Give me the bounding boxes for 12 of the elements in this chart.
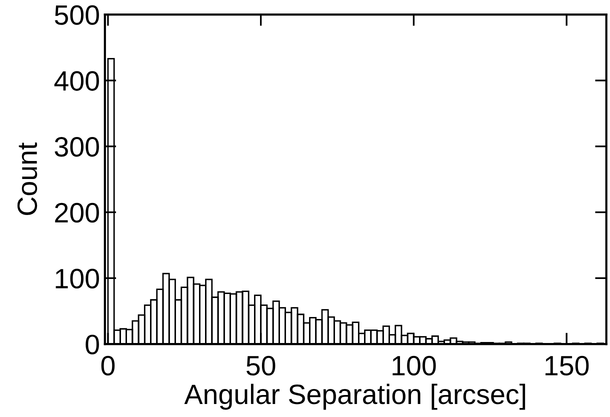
x-tick-label: 0 <box>101 356 115 376</box>
y-tick-label: 100 <box>56 268 99 288</box>
x-tick-label: 150 <box>546 356 589 376</box>
x-axis-title: Angular Separation [arcsec] <box>184 384 526 410</box>
y-tick-label: 500 <box>54 5 99 25</box>
y-tick-label: 200 <box>55 202 99 223</box>
y-axis-title: Count <box>17 142 38 215</box>
x-tick-label: 50 <box>246 356 276 376</box>
y-tick-label: 0 <box>86 334 99 354</box>
y-tick-label: 400 <box>54 71 99 91</box>
x-tick-label: 100 <box>392 356 436 376</box>
y-tick-label: 300 <box>54 137 99 157</box>
